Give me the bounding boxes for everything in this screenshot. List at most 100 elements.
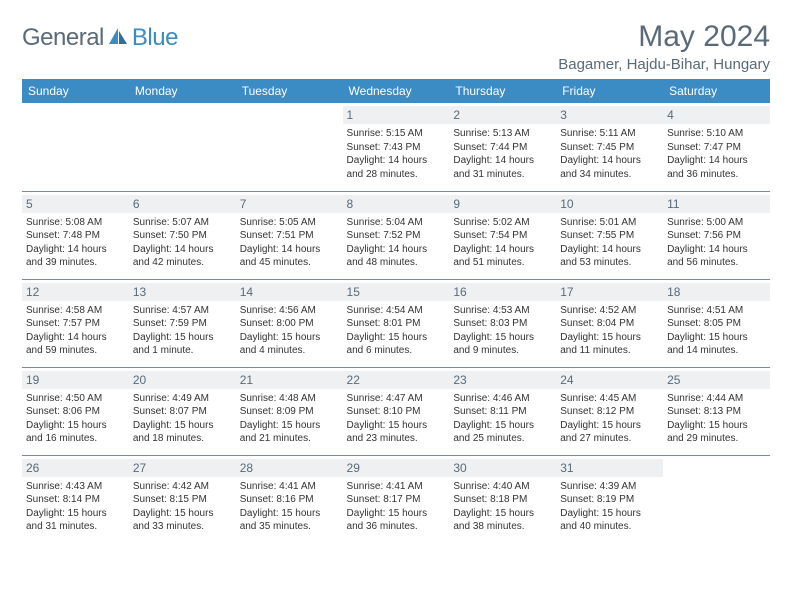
- day-info: Sunrise: 5:01 AMSunset: 7:55 PMDaylight:…: [560, 216, 659, 270]
- calendar-table: Sunday Monday Tuesday Wednesday Thursday…: [22, 79, 770, 543]
- day-info: Sunrise: 4:58 AMSunset: 7:57 PMDaylight:…: [26, 304, 125, 358]
- weekday-header: Thursday: [449, 79, 556, 103]
- day-info: Sunrise: 4:47 AMSunset: 8:10 PMDaylight:…: [347, 392, 446, 446]
- day-number: 6: [129, 195, 236, 213]
- day-number: 26: [22, 459, 129, 477]
- header: General Blue May 2024 Bagamer, Hajdu-Bih…: [22, 20, 770, 73]
- calendar-cell: 27 Sunrise: 4:42 AMSunset: 8:15 PMDayligh…: [129, 455, 236, 543]
- day-info: Sunrise: 4:52 AMSunset: 8:04 PMDaylight:…: [560, 304, 659, 358]
- day-number: 13: [129, 283, 236, 301]
- weekday-header: Sunday: [22, 79, 129, 103]
- day-number: 30: [449, 459, 556, 477]
- day-number: 21: [236, 371, 343, 389]
- day-info: Sunrise: 5:13 AMSunset: 7:44 PMDaylight:…: [453, 127, 552, 181]
- day-info: Sunrise: 4:49 AMSunset: 8:07 PMDaylight:…: [133, 392, 232, 446]
- day-info: Sunrise: 5:07 AMSunset: 7:50 PMDaylight:…: [133, 216, 232, 270]
- day-number: 2: [449, 106, 556, 124]
- day-number: 12: [22, 283, 129, 301]
- weekday-header: Wednesday: [343, 79, 450, 103]
- day-info: Sunrise: 4:53 AMSunset: 8:03 PMDaylight:…: [453, 304, 552, 358]
- day-info: Sunrise: 4:42 AMSunset: 8:15 PMDaylight:…: [133, 480, 232, 534]
- day-info: Sunrise: 4:39 AMSunset: 8:19 PMDaylight:…: [560, 480, 659, 534]
- calendar-cell: 21 Sunrise: 4:48 AMSunset: 8:09 PMDayligh…: [236, 367, 343, 455]
- calendar-cell: 16 Sunrise: 4:53 AMSunset: 8:03 PMDayligh…: [449, 279, 556, 367]
- day-number: 17: [556, 283, 663, 301]
- day-number: 15: [343, 283, 450, 301]
- calendar-cell: 14Sunrise: 4:56 AMSunset: 8:00 PMDayligh…: [236, 279, 343, 367]
- logo: General Blue: [22, 24, 178, 52]
- day-info: Sunrise: 5:05 AMSunset: 7:51 PMDaylight:…: [240, 216, 339, 270]
- day-number: 7: [236, 195, 343, 213]
- location-text: Bagamer, Hajdu-Bihar, Hungary: [558, 56, 770, 73]
- calendar-cell: 20 Sunrise: 4:49 AMSunset: 8:07 PMDayligh…: [129, 367, 236, 455]
- calendar-cell: 18 Sunrise: 4:51 AMSunset: 8:05 PMDayligh…: [663, 279, 770, 367]
- calendar-cell: 22 Sunrise: 4:47 AMSunset: 8:10 PMDayligh…: [343, 367, 450, 455]
- day-number: 4: [663, 106, 770, 124]
- day-number: 1: [343, 106, 450, 124]
- logo-text-1: General: [22, 24, 104, 52]
- sail-icon: [107, 26, 129, 51]
- calendar-row: 19Sunrise: 4:50 AMSunset: 8:06 PMDayligh…: [22, 367, 770, 455]
- title-block: May 2024 Bagamer, Hajdu-Bihar, Hungary: [558, 20, 770, 73]
- calendar-cell: 4 Sunrise: 5:10 AMSunset: 7:47 PMDaylight…: [663, 103, 770, 191]
- calendar-row: 5Sunrise: 5:08 AMSunset: 7:48 PMDaylight…: [22, 191, 770, 279]
- day-number: 28: [236, 459, 343, 477]
- calendar-cell: 10Sunrise: 5:01 AMSunset: 7:55 PMDayligh…: [556, 191, 663, 279]
- day-info: Sunrise: 5:10 AMSunset: 7:47 PMDaylight:…: [667, 127, 766, 181]
- day-info: Sunrise: 4:44 AMSunset: 8:13 PMDaylight:…: [667, 392, 766, 446]
- day-number: 27: [129, 459, 236, 477]
- calendar-cell: 28 Sunrise: 4:41 AMSunset: 8:16 PMDayligh…: [236, 455, 343, 543]
- calendar-cell: 24 Sunrise: 4:45 AMSunset: 8:12 PMDayligh…: [556, 367, 663, 455]
- calendar-cell: 5Sunrise: 5:08 AMSunset: 7:48 PMDaylight…: [22, 191, 129, 279]
- calendar-cell: 30 Sunrise: 4:40 AMSunset: 8:18 PMDayligh…: [449, 455, 556, 543]
- calendar-cell: 2 Sunrise: 5:13 AMSunset: 7:44 PMDaylight…: [449, 103, 556, 191]
- calendar-cell: [663, 455, 770, 543]
- day-info: Sunrise: 4:51 AMSunset: 8:05 PMDaylight:…: [667, 304, 766, 358]
- day-info: Sunrise: 4:41 AMSunset: 8:17 PMDaylight:…: [347, 480, 446, 534]
- day-info: Sunrise: 4:45 AMSunset: 8:12 PMDaylight:…: [560, 392, 659, 446]
- weekday-header: Friday: [556, 79, 663, 103]
- day-number: 18: [663, 283, 770, 301]
- day-number: 22: [343, 371, 450, 389]
- day-info: Sunrise: 4:57 AMSunset: 7:59 PMDaylight:…: [133, 304, 232, 358]
- calendar-cell: 15 Sunrise: 4:54 AMSunset: 8:01 PMDayligh…: [343, 279, 450, 367]
- calendar-cell: [22, 103, 129, 191]
- day-number: 24: [556, 371, 663, 389]
- day-number: 16: [449, 283, 556, 301]
- weekday-header-row: Sunday Monday Tuesday Wednesday Thursday…: [22, 79, 770, 103]
- calendar-cell: 8Sunrise: 5:04 AMSunset: 7:52 PMDaylight…: [343, 191, 450, 279]
- calendar-cell: 29 Sunrise: 4:41 AMSunset: 8:17 PMDayligh…: [343, 455, 450, 543]
- day-info: Sunrise: 5:08 AMSunset: 7:48 PMDaylight:…: [26, 216, 125, 270]
- day-info: Sunrise: 4:41 AMSunset: 8:16 PMDaylight:…: [240, 480, 339, 534]
- calendar-cell: 26 Sunrise: 4:43 AMSunset: 8:14 PMDayligh…: [22, 455, 129, 543]
- calendar-cell: 7 Sunrise: 5:05 AMSunset: 7:51 PMDaylight…: [236, 191, 343, 279]
- calendar-row: 26 Sunrise: 4:43 AMSunset: 8:14 PMDayligh…: [22, 455, 770, 543]
- day-info: Sunrise: 5:00 AMSunset: 7:56 PMDaylight:…: [667, 216, 766, 270]
- day-info: Sunrise: 4:40 AMSunset: 8:18 PMDaylight:…: [453, 480, 552, 534]
- day-info: Sunrise: 5:15 AMSunset: 7:43 PMDaylight:…: [347, 127, 446, 181]
- weekday-header: Monday: [129, 79, 236, 103]
- day-number: 19: [22, 371, 129, 389]
- day-info: Sunrise: 5:04 AMSunset: 7:52 PMDaylight:…: [347, 216, 446, 270]
- day-number: 23: [449, 371, 556, 389]
- day-number: 31: [556, 459, 663, 477]
- calendar-row: 12 Sunrise: 4:58 AMSunset: 7:57 PMDayligh…: [22, 279, 770, 367]
- calendar-cell: 23Sunrise: 4:46 AMSunset: 8:11 PMDayligh…: [449, 367, 556, 455]
- day-number: 29: [343, 459, 450, 477]
- calendar-cell: 31 Sunrise: 4:39 AMSunset: 8:19 PMDayligh…: [556, 455, 663, 543]
- calendar-cell: 6 Sunrise: 5:07 AMSunset: 7:50 PMDaylight…: [129, 191, 236, 279]
- day-info: Sunrise: 4:54 AMSunset: 8:01 PMDaylight:…: [347, 304, 446, 358]
- calendar-cell: 11 Sunrise: 5:00 AMSunset: 7:56 PMDayligh…: [663, 191, 770, 279]
- day-info: Sunrise: 4:56 AMSunset: 8:00 PMDaylight:…: [240, 304, 339, 358]
- day-number: 11: [663, 195, 770, 213]
- day-info: Sunrise: 4:43 AMSunset: 8:14 PMDaylight:…: [26, 480, 125, 534]
- day-number: 20: [129, 371, 236, 389]
- calendar-cell: 12 Sunrise: 4:58 AMSunset: 7:57 PMDayligh…: [22, 279, 129, 367]
- day-number: 9: [449, 195, 556, 213]
- day-info: Sunrise: 5:11 AMSunset: 7:45 PMDaylight:…: [560, 127, 659, 181]
- calendar-cell: 25Sunrise: 4:44 AMSunset: 8:13 PMDayligh…: [663, 367, 770, 455]
- calendar-cell: 3Sunrise: 5:11 AMSunset: 7:45 PMDaylight…: [556, 103, 663, 191]
- day-info: Sunrise: 5:02 AMSunset: 7:54 PMDaylight:…: [453, 216, 552, 270]
- weekday-header: Saturday: [663, 79, 770, 103]
- day-info: Sunrise: 4:48 AMSunset: 8:09 PMDaylight:…: [240, 392, 339, 446]
